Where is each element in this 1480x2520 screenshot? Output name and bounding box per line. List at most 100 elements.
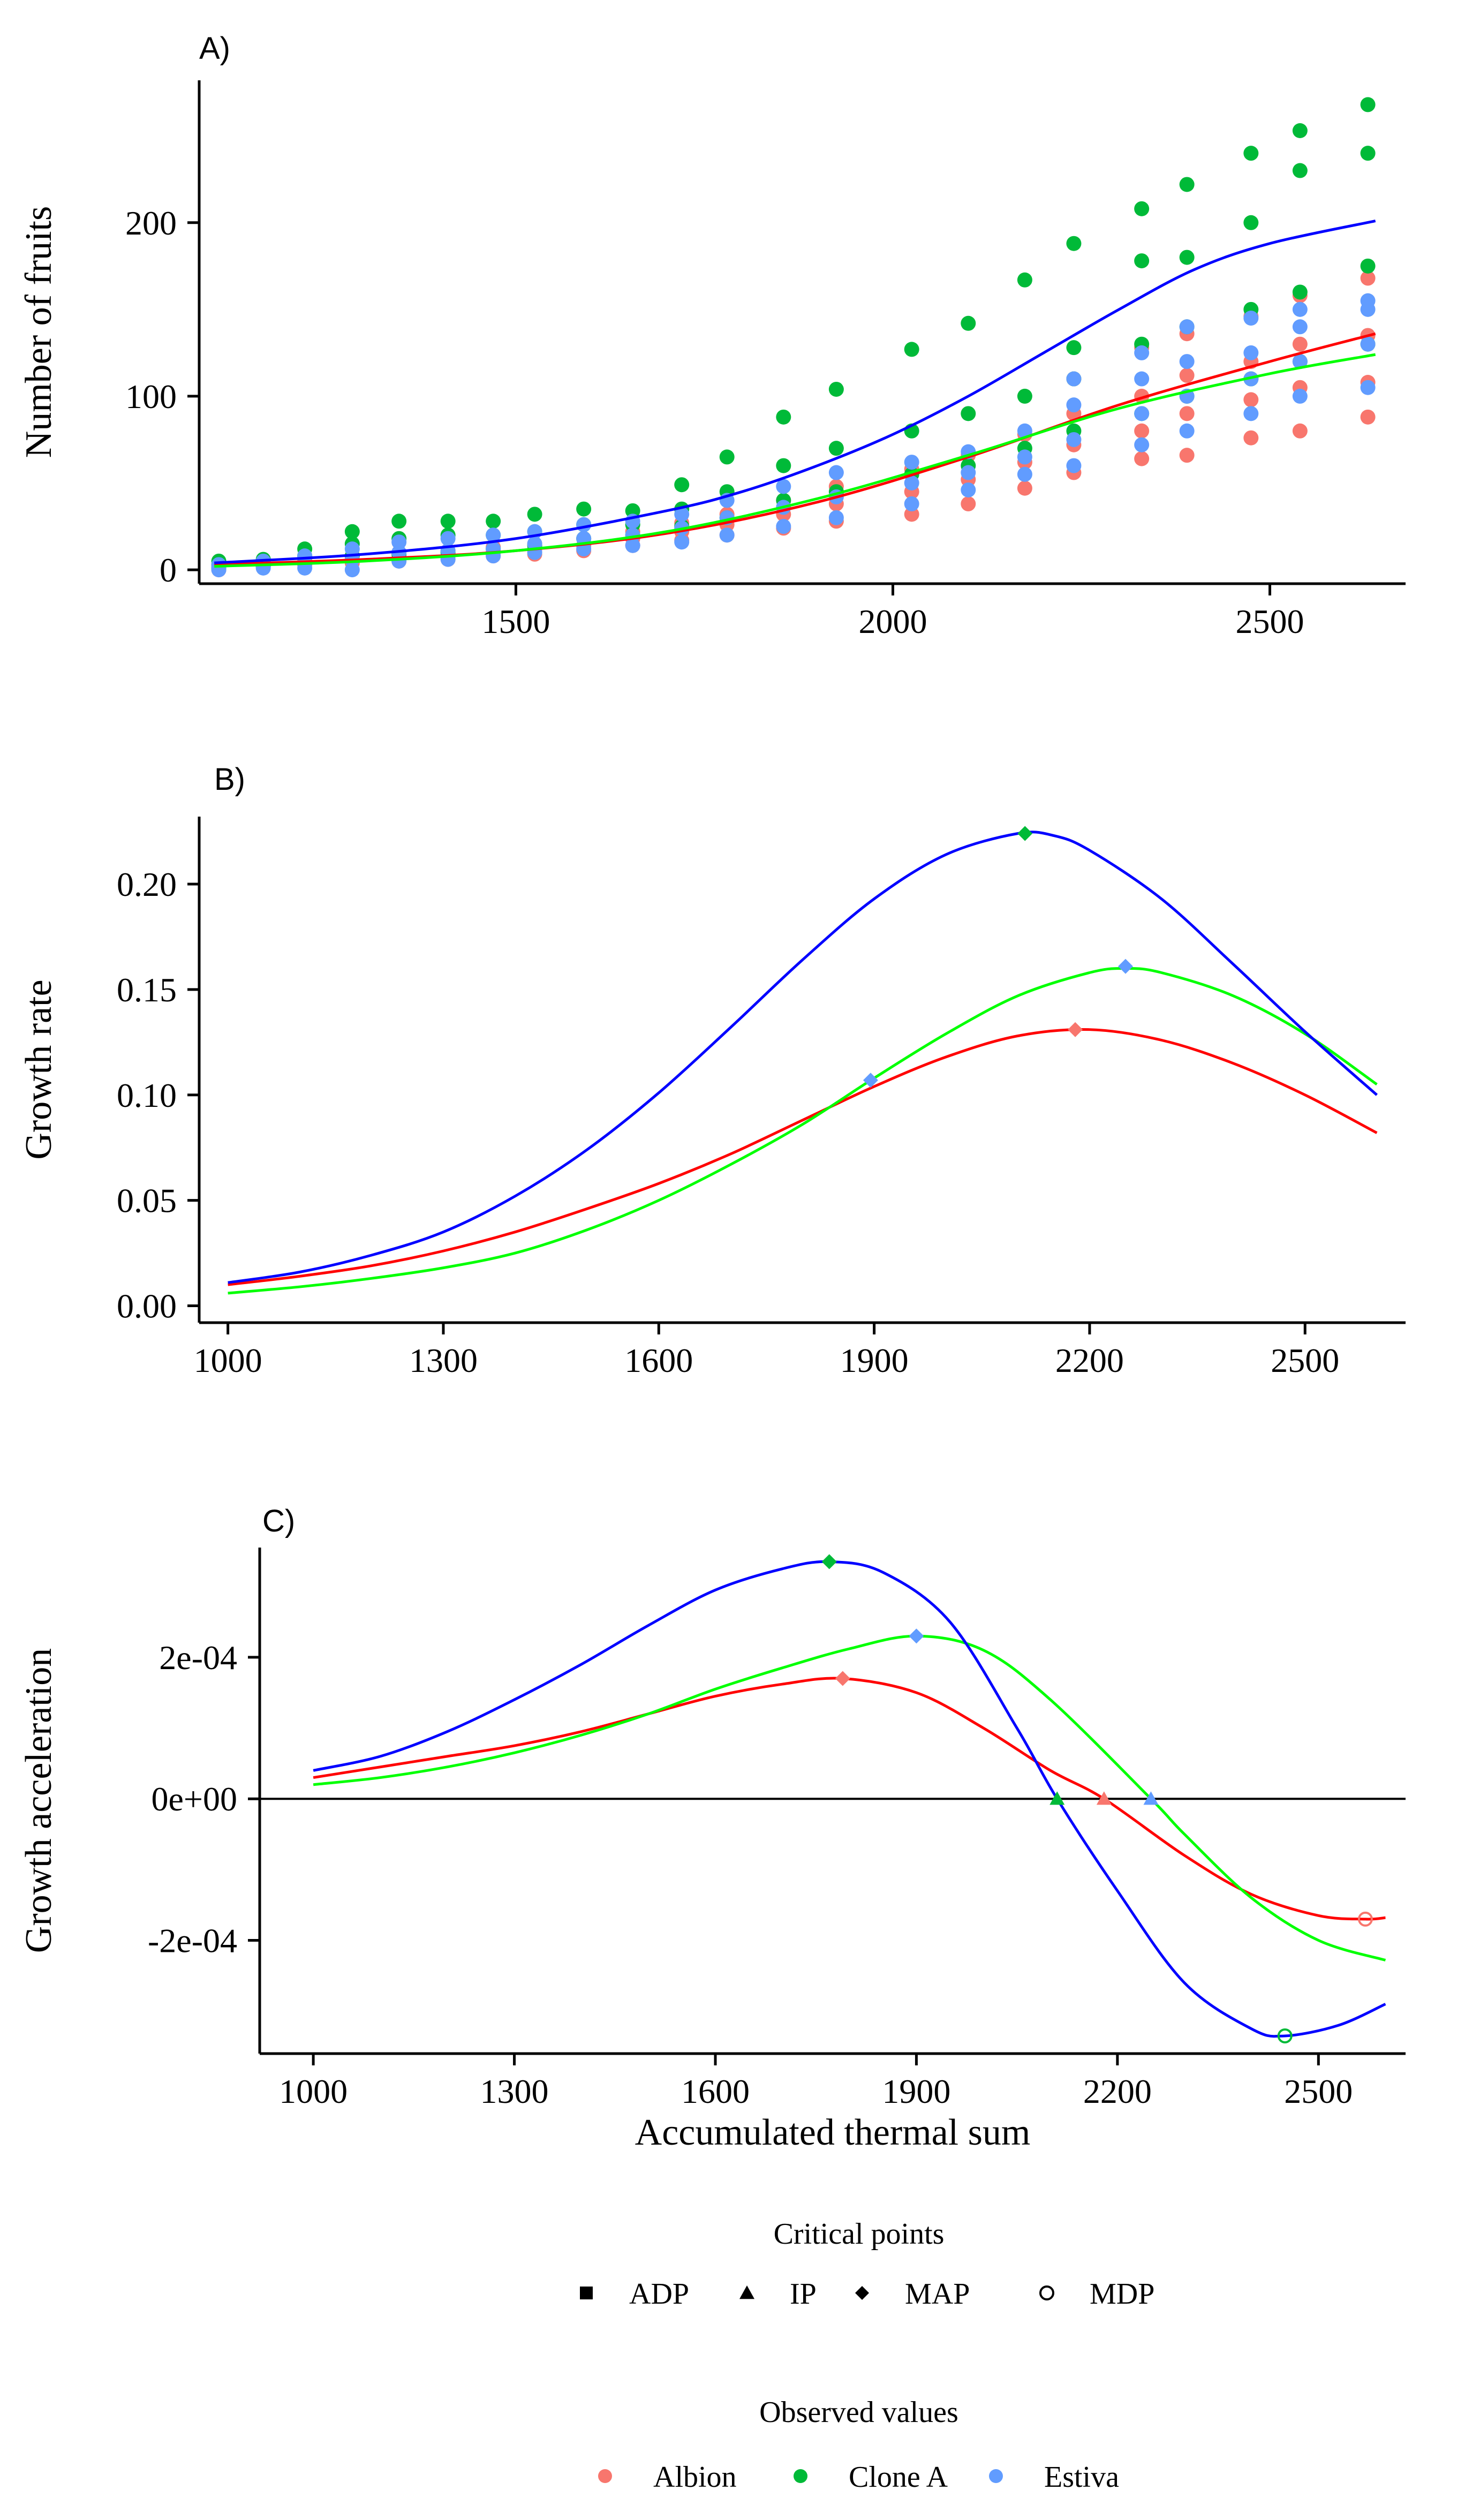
- square-icon: [580, 2287, 593, 2299]
- data-point: [576, 517, 592, 532]
- data-point: [1360, 146, 1376, 161]
- data-point: [904, 342, 919, 357]
- series-line-clone-a: [228, 967, 1378, 1295]
- data-point: [486, 514, 501, 529]
- y-axis-label: Number of fruits: [18, 206, 59, 458]
- y-axis-label: Growth rate: [18, 979, 59, 1159]
- legend-critical-points: Critical points ADP IP MAP MDP: [580, 2217, 1154, 2311]
- data-point: [1243, 430, 1259, 446]
- data-point: [344, 562, 360, 578]
- critical-point-map: [821, 1554, 837, 1570]
- data-point: [904, 476, 919, 491]
- data-point: [1134, 437, 1150, 452]
- data-point: [391, 534, 407, 550]
- data-point: [674, 477, 690, 493]
- critical-point-map: [1117, 959, 1133, 974]
- y-tick-label: 100: [125, 378, 177, 416]
- panel-label: A): [199, 31, 230, 66]
- data-point: [625, 538, 640, 553]
- critical-point-mdp: [1277, 2028, 1293, 2043]
- legend-label: Clone A: [849, 2461, 948, 2494]
- legend-item-adp: ADP: [580, 2277, 689, 2311]
- data-point: [776, 458, 791, 473]
- y-tick-label: 0.10: [117, 1076, 177, 1114]
- critical-point-map: [1017, 826, 1033, 841]
- data-point: [1292, 163, 1308, 178]
- data-point: [1243, 345, 1259, 360]
- data-point: [440, 531, 456, 546]
- data-point: [776, 519, 791, 534]
- panel-2: B) 1000 1300 1600 1900 2200 2500 0.00 0.05 0.10 0.…: [18, 762, 1406, 1379]
- data-point: [961, 465, 976, 480]
- data-point: [961, 496, 976, 511]
- data-point: [1134, 371, 1150, 387]
- data-point: [904, 455, 919, 470]
- critical-point-ip: [1143, 1791, 1159, 1805]
- data-point: [828, 381, 844, 397]
- y-tick-label: 0.05: [117, 1182, 177, 1220]
- legend-label: ADP: [629, 2277, 689, 2311]
- circle-open-icon: [1039, 2285, 1054, 2300]
- x-tick-label: 1300: [409, 1341, 478, 1379]
- data-point: [776, 479, 791, 494]
- y-tick-label: 0.00: [117, 1287, 177, 1325]
- data-point: [1292, 284, 1308, 300]
- legend-item-albion: Albion: [598, 2461, 737, 2494]
- data-point: [1360, 409, 1376, 425]
- data-point: [961, 406, 976, 421]
- data-point: [1134, 345, 1150, 360]
- legend-item-ip: IP: [739, 2277, 817, 2311]
- y-tick-label: 200: [125, 204, 177, 242]
- x-tick-label: 2200: [1055, 1341, 1124, 1379]
- data-point: [440, 514, 456, 529]
- x-tick-label: 1500: [481, 602, 550, 640]
- data-point: [1066, 458, 1082, 473]
- data-point: [1066, 397, 1082, 413]
- data-point: [1243, 146, 1259, 161]
- data-point: [1179, 448, 1195, 463]
- data-point: [344, 524, 360, 539]
- data-point: [1134, 406, 1150, 421]
- series-line-albion: [228, 1028, 1378, 1286]
- data-point: [1292, 123, 1308, 138]
- fit-line-clone-a: [214, 353, 1376, 568]
- x-tick-label: 2500: [1236, 602, 1304, 640]
- data-point: [344, 541, 360, 557]
- data-point: [1243, 392, 1259, 408]
- data-point: [1066, 236, 1082, 251]
- data-point: [1243, 215, 1259, 230]
- observed-albion: [211, 270, 1376, 578]
- x-tick-label: 1900: [882, 2072, 950, 2110]
- data-point: [719, 527, 735, 543]
- legend-label: Albion: [653, 2461, 737, 2494]
- critical-point-map: [863, 1073, 878, 1088]
- legend-title: Observed values: [759, 2396, 958, 2429]
- diamond-icon: [855, 2286, 869, 2300]
- data-point: [527, 507, 542, 522]
- y-axis-label: Growth acceleration: [18, 1648, 59, 1953]
- y-tick-label: -2e-04: [148, 1922, 237, 1960]
- legend-dot-icon: [598, 2469, 612, 2483]
- data-point: [1017, 480, 1032, 496]
- panel-3: C) 1000 1300 1600 1900 2200 2500 -2e-04 0e+00 2e-…: [18, 1504, 1406, 2153]
- panel-1: A) 1500 2000 2500 0 100 200 Number of fruits: [18, 31, 1406, 640]
- data-point: [719, 449, 735, 465]
- data-point: [625, 503, 640, 518]
- data-point: [1017, 466, 1032, 482]
- data-point: [1292, 336, 1308, 352]
- legend-dot-icon: [794, 2469, 807, 2483]
- series-line-clone-a: [313, 1634, 1386, 1961]
- x-tick-label: 1000: [194, 1341, 262, 1379]
- x-tick-label: 1000: [279, 2072, 348, 2110]
- data-point: [1360, 270, 1376, 286]
- x-tick-label: 2500: [1271, 1341, 1339, 1379]
- data-point: [828, 441, 844, 456]
- data-point: [1360, 380, 1376, 395]
- data-point: [1066, 432, 1082, 447]
- legend-item-clone-a: Clone A: [794, 2461, 948, 2494]
- data-point: [1360, 293, 1376, 308]
- legend-title: Critical points: [774, 2217, 945, 2251]
- x-tick-label: 1600: [681, 2072, 750, 2110]
- legend-label: IP: [790, 2277, 817, 2311]
- legend-observed-values: Observed values Albion Clone A Estiva: [598, 2396, 1119, 2494]
